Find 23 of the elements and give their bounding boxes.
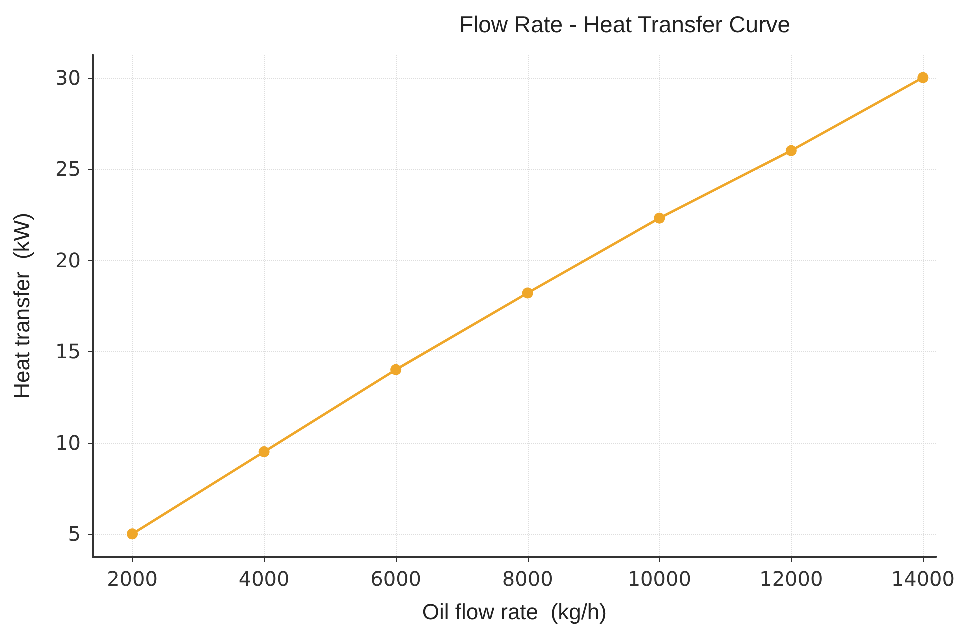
y-axis-title: Heat transfer (kW) — [10, 213, 34, 399]
point — [258, 446, 270, 458]
x-tick-label: 2000 — [107, 567, 158, 591]
y-tick-label: 25 — [56, 157, 81, 182]
y-tick-label: 20 — [56, 248, 81, 272]
x-tick-label: 6000 — [370, 567, 422, 591]
x-tick-label: 4000 — [238, 567, 290, 591]
point — [654, 212, 666, 224]
x-tick-label: 12000 — [760, 567, 824, 591]
y-tick-label: 30 — [56, 66, 81, 90]
x-tick-label: 8000 — [502, 567, 554, 591]
point — [522, 288, 534, 299]
point — [390, 364, 402, 376]
x-tick-label: 10000 — [628, 567, 692, 591]
y-tick-label: 15 — [56, 340, 81, 364]
y-tick-label: 10 — [56, 430, 81, 455]
y-tick-label: 5 — [68, 522, 81, 546]
point — [786, 145, 797, 156]
chart-title: Flow Rate - Heat Transfer Curve — [459, 12, 791, 38]
x-tick-label: 14000 — [891, 567, 955, 591]
point — [918, 72, 929, 84]
point — [127, 528, 138, 540]
x-axis-title: Oil flow rate (kg/h) — [422, 600, 607, 624]
